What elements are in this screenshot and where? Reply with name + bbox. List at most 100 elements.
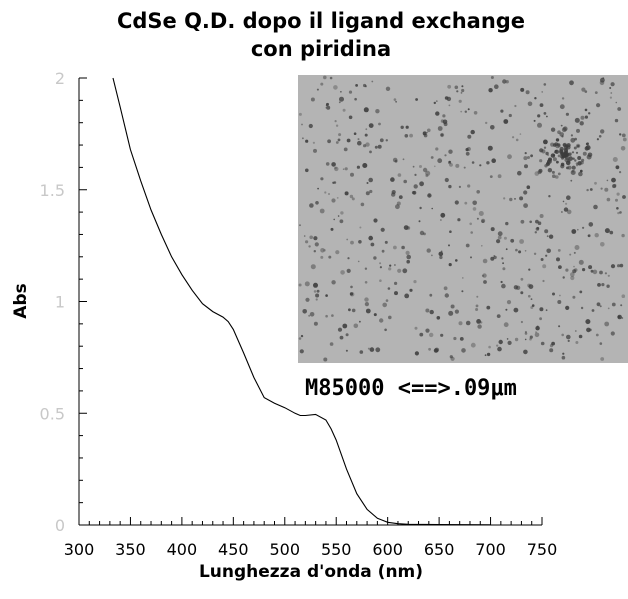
nanoparticle bbox=[578, 334, 583, 339]
nanoparticle bbox=[365, 308, 371, 314]
nanoparticle bbox=[524, 332, 528, 335]
nanoparticle bbox=[611, 302, 616, 307]
nanoparticle bbox=[348, 90, 353, 94]
nanoparticle bbox=[537, 122, 542, 128]
nanoparticle bbox=[305, 139, 309, 143]
nanoparticle bbox=[617, 107, 622, 111]
nanoparticle bbox=[470, 231, 474, 234]
nanoparticle bbox=[300, 334, 304, 338]
nanoparticle bbox=[600, 357, 605, 361]
nanoparticle bbox=[620, 146, 626, 151]
nanoparticle bbox=[334, 166, 337, 170]
x-tick-label: 600 bbox=[372, 540, 403, 559]
nanoparticle bbox=[387, 287, 391, 290]
nanoparticle bbox=[554, 149, 559, 154]
nanoparticle bbox=[406, 254, 412, 260]
nanoparticle bbox=[609, 230, 614, 235]
nanoparticle bbox=[328, 255, 332, 259]
nanoparticle bbox=[351, 308, 356, 313]
nanoparticle bbox=[599, 342, 603, 345]
nanoparticle bbox=[323, 357, 328, 362]
nanoparticle bbox=[461, 88, 465, 93]
nanoparticle bbox=[580, 115, 585, 120]
nanoparticle bbox=[444, 154, 447, 157]
nanoparticle bbox=[490, 76, 494, 79]
nanoparticle bbox=[564, 157, 569, 163]
nanoparticle bbox=[395, 204, 400, 210]
nanoparticle bbox=[382, 302, 388, 308]
nanoparticle bbox=[472, 207, 477, 211]
nanoparticle bbox=[476, 295, 479, 298]
nanoparticle bbox=[449, 163, 453, 167]
nanoparticle bbox=[303, 235, 306, 237]
nanoparticle bbox=[364, 281, 368, 284]
nanoparticle bbox=[471, 161, 475, 164]
nanoparticle bbox=[353, 323, 359, 329]
nanoparticle bbox=[615, 198, 618, 202]
nanoparticle bbox=[366, 182, 369, 184]
nanoparticle bbox=[374, 145, 378, 149]
nanoparticle bbox=[621, 233, 625, 238]
nanoparticle bbox=[609, 96, 613, 99]
nanoparticle bbox=[448, 263, 452, 267]
nanoparticle bbox=[419, 181, 424, 187]
nanoparticle bbox=[336, 197, 339, 199]
nanoparticle bbox=[548, 195, 551, 198]
nanoparticle bbox=[570, 137, 576, 143]
nanoparticle bbox=[313, 290, 317, 293]
nanoparticle bbox=[547, 168, 553, 173]
nanoparticle bbox=[335, 141, 339, 144]
nanoparticle bbox=[470, 256, 472, 259]
nanoparticle bbox=[600, 187, 603, 190]
nanoparticle bbox=[460, 92, 463, 94]
nanoparticle bbox=[313, 148, 317, 153]
nanoparticle bbox=[514, 337, 519, 342]
nanoparticle bbox=[556, 257, 560, 262]
nanoparticle bbox=[524, 164, 528, 169]
nanoparticle bbox=[559, 294, 561, 297]
nanoparticle bbox=[619, 211, 622, 214]
nanoparticle bbox=[620, 304, 623, 307]
nanoparticle bbox=[344, 167, 348, 171]
nanoparticle bbox=[476, 190, 481, 194]
nanoparticle bbox=[298, 112, 302, 116]
nanoparticle bbox=[550, 127, 556, 132]
nanoparticle bbox=[526, 185, 531, 189]
nanoparticle bbox=[315, 298, 318, 301]
nanoparticle bbox=[539, 317, 542, 321]
nanoparticle bbox=[546, 115, 548, 118]
nanoparticle bbox=[560, 164, 565, 169]
nanoparticle bbox=[519, 239, 524, 244]
nanoparticle bbox=[530, 298, 533, 300]
nanoparticle bbox=[498, 339, 503, 345]
nanoparticle bbox=[444, 177, 449, 183]
nanoparticle-dots bbox=[298, 75, 627, 362]
nanoparticle bbox=[335, 124, 339, 127]
nanoparticle bbox=[363, 107, 369, 113]
nanoparticle bbox=[437, 126, 443, 131]
nanoparticle bbox=[425, 174, 429, 178]
nanoparticle bbox=[571, 165, 576, 170]
nanoparticle bbox=[319, 208, 325, 214]
nanoparticle bbox=[573, 146, 577, 150]
nanoparticle bbox=[520, 277, 524, 281]
nanoparticle bbox=[513, 285, 519, 290]
nanoparticle bbox=[580, 160, 584, 165]
nanoparticle bbox=[550, 142, 555, 147]
nanoparticle bbox=[454, 85, 459, 90]
nanoparticle bbox=[511, 136, 515, 139]
nanoparticle bbox=[579, 290, 583, 294]
nanoparticle bbox=[434, 347, 440, 353]
nanoparticle bbox=[593, 204, 598, 210]
nanoparticle bbox=[357, 138, 360, 141]
nanoparticle bbox=[592, 269, 598, 275]
nanoparticle bbox=[337, 138, 341, 142]
nanoparticle bbox=[507, 154, 512, 160]
nanoparticle bbox=[340, 91, 342, 93]
nanoparticle bbox=[302, 137, 304, 140]
nanoparticle bbox=[510, 238, 515, 243]
nanoparticle bbox=[574, 117, 580, 123]
nanoparticle bbox=[520, 320, 524, 324]
nanoparticle bbox=[578, 259, 584, 265]
nanoparticle bbox=[364, 267, 368, 270]
